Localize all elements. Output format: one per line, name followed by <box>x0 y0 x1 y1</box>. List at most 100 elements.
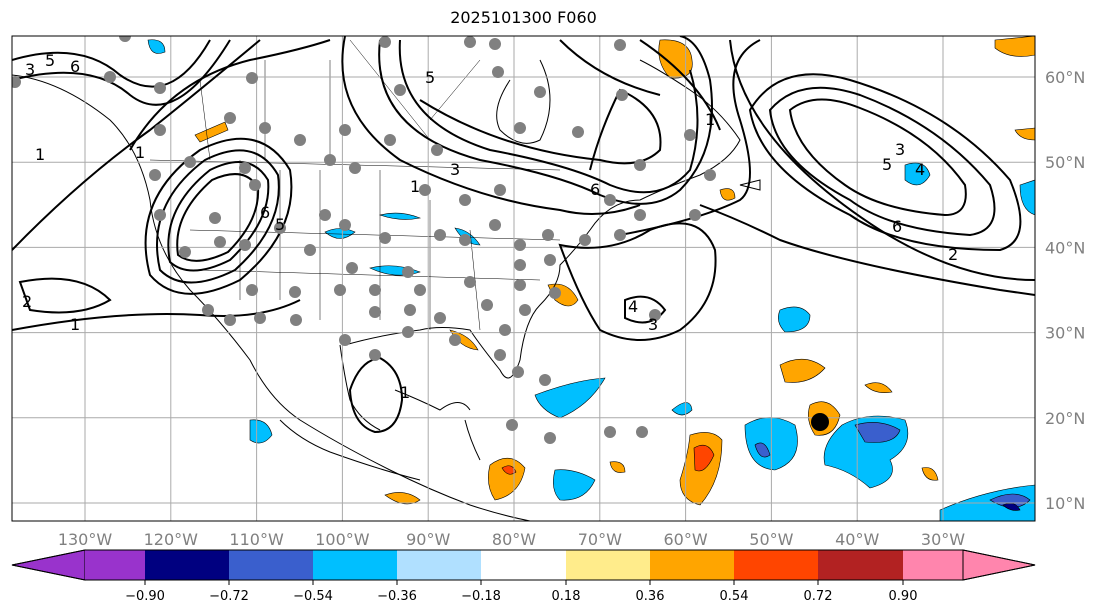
station-dot <box>506 419 518 431</box>
station-dot <box>684 129 696 141</box>
station-dot <box>324 154 336 166</box>
colorbar-segment <box>734 550 818 580</box>
colorbar-segment <box>145 550 229 580</box>
station-dot <box>449 334 461 346</box>
map-frame <box>11 35 1036 522</box>
colorbar: −0.90 −0.72 −0.54 −0.36 −0.18 0.18 0.36 0.54 0.7… <box>11 549 1036 604</box>
colorbar-tick-label: −0.18 <box>461 589 501 604</box>
station-dot <box>489 219 501 231</box>
colorbar-outline <box>11 549 1036 581</box>
latitude-label: 40°N <box>1045 238 1085 257</box>
latitude-label: 60°N <box>1045 68 1085 87</box>
station-dot <box>246 72 258 84</box>
contour-label: 4 <box>628 297 638 316</box>
station-dot <box>489 38 501 50</box>
station-dot <box>514 122 526 134</box>
contour-label: 3 <box>895 140 905 159</box>
colorbar-tick-label: −0.90 <box>125 589 165 604</box>
station-dot <box>379 232 391 244</box>
contour-label: 2 <box>948 245 958 264</box>
station-dot <box>246 284 258 296</box>
station-dot <box>379 36 391 48</box>
contour-label: 1 <box>705 110 715 129</box>
contour-label: 6 <box>892 217 902 236</box>
station-dot <box>549 287 561 299</box>
colorbar-segment <box>650 550 734 580</box>
longitude-label: 100°W <box>315 530 370 549</box>
station-dot <box>214 236 226 248</box>
colorbar-tick-label: 0.54 <box>720 589 749 604</box>
latitude-label: 20°N <box>1045 409 1085 428</box>
station-dot <box>434 312 446 324</box>
station-dot <box>274 222 286 234</box>
contour-label: 4 <box>915 160 925 179</box>
longitude-label: 110°W <box>229 530 284 549</box>
station-dot <box>224 314 236 326</box>
contour-label: 1 <box>35 145 45 164</box>
station-dot <box>481 299 493 311</box>
station-dot <box>514 279 526 291</box>
station-dot <box>349 162 361 174</box>
station-dot <box>104 71 116 83</box>
longitude-label: 50°W <box>749 530 793 549</box>
hurricane-center-marker <box>811 413 829 431</box>
station-dot <box>634 159 646 171</box>
station-dot <box>514 259 526 271</box>
longitude-label: 120°W <box>144 530 199 549</box>
station-dot <box>544 432 556 444</box>
station-dot <box>519 304 531 316</box>
colorbar-segment <box>481 550 566 580</box>
contour-label: 6 <box>70 57 80 76</box>
contour-label: 5 <box>425 68 435 87</box>
coastlines <box>12 59 761 521</box>
station-dot <box>404 304 416 316</box>
station-dot <box>464 276 476 288</box>
contour-label: 6 <box>590 180 600 199</box>
station-dot <box>224 112 236 124</box>
station-dot <box>689 209 701 221</box>
station-dot <box>494 184 506 196</box>
station-dot <box>369 306 381 318</box>
contour-label: 5 <box>882 155 892 174</box>
longitude-label: 130°W <box>58 530 113 549</box>
station-dot <box>459 194 471 206</box>
colorbar-segment <box>313 550 397 580</box>
station-dot <box>614 39 626 51</box>
colorbar-segment <box>229 550 313 580</box>
colorbar-tick-label: 0.90 <box>889 589 918 604</box>
latitude-label: 10°N <box>1045 494 1085 513</box>
station-dot <box>649 309 661 321</box>
longitude-label: 70°W <box>578 530 622 549</box>
station-dot <box>119 36 131 42</box>
contour-label: 1 <box>400 383 410 402</box>
station-dot <box>634 209 646 221</box>
latitude-labels: 60°N 50°N 40°N 30°N 20°N 10°N <box>1045 68 1085 513</box>
contour-label: 1 <box>410 177 420 196</box>
station-dot <box>249 179 261 191</box>
graticule <box>12 36 1035 521</box>
station-dot <box>464 36 476 48</box>
station-dot <box>209 212 221 224</box>
station-dot <box>431 144 443 156</box>
station-dot <box>290 314 302 326</box>
contour-label: 5 <box>275 215 285 234</box>
station-dot <box>494 349 506 361</box>
colorbar-segment <box>903 550 963 580</box>
station-dot <box>304 244 316 256</box>
contour-label: 1 <box>135 143 145 162</box>
station-dot <box>12 76 21 88</box>
longitude-label: 80°W <box>492 530 536 549</box>
contour-label: 3 <box>25 60 35 79</box>
station-dots <box>12 36 716 444</box>
colorbar-tick-label: 0.36 <box>636 589 665 604</box>
colorbar-tick-label: −0.54 <box>293 589 333 604</box>
station-dot <box>339 219 351 231</box>
contour-label: 6 <box>260 203 270 222</box>
station-dot <box>542 229 554 241</box>
contour-label: 2 <box>22 292 32 311</box>
station-dot <box>179 246 191 258</box>
colorbar-segment <box>566 550 650 580</box>
station-dot <box>239 162 251 174</box>
contour-label: 3 <box>450 160 460 179</box>
contour-labels: 6 5 3 1 1 2 1 6 5 5 3 1 6 4 3 1 3 5 6 2 … <box>22 51 958 402</box>
